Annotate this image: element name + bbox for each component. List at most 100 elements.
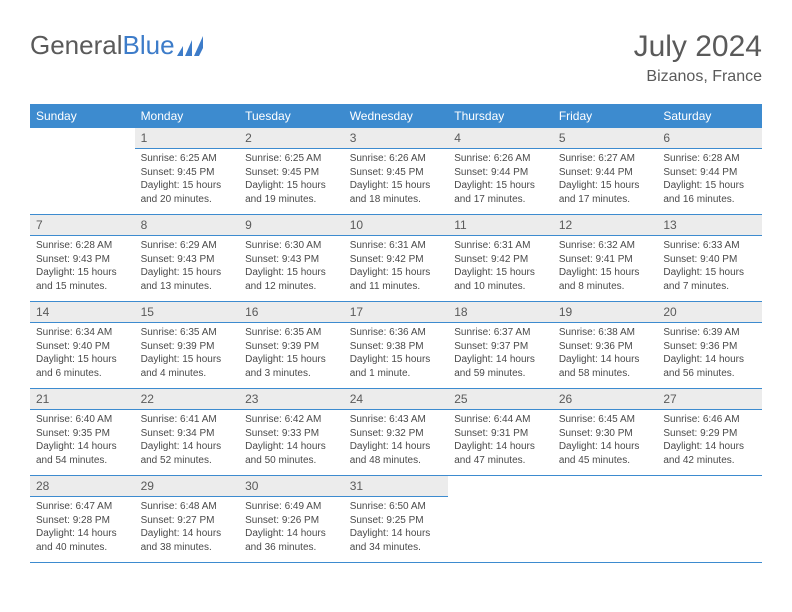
title-block: July 2024 Bizanos, France [634,30,762,86]
calendar-cell: 9Sunrise: 6:30 AMSunset: 9:43 PMDaylight… [239,215,344,302]
day-content: Sunrise: 6:37 AMSunset: 9:37 PMDaylight:… [448,323,553,388]
day-number: 9 [239,215,344,236]
day-content: Sunrise: 6:27 AMSunset: 9:44 PMDaylight:… [553,149,658,214]
day-content: Sunrise: 6:36 AMSunset: 9:38 PMDaylight:… [344,323,449,388]
day-content: Sunrise: 6:26 AMSunset: 9:44 PMDaylight:… [448,149,553,214]
day-header: Thursday [448,104,553,128]
calendar-cell: 29Sunrise: 6:48 AMSunset: 9:27 PMDayligh… [135,476,240,563]
day-content: Sunrise: 6:44 AMSunset: 9:31 PMDaylight:… [448,410,553,475]
day-content: Sunrise: 6:31 AMSunset: 9:42 PMDaylight:… [448,236,553,301]
calendar-cell: 26Sunrise: 6:45 AMSunset: 9:30 PMDayligh… [553,389,658,476]
day-number: 7 [30,215,135,236]
location: Bizanos, France [634,68,762,86]
calendar-cell: 1Sunrise: 6:25 AMSunset: 9:45 PMDaylight… [135,128,240,215]
day-content: Sunrise: 6:34 AMSunset: 9:40 PMDaylight:… [30,323,135,388]
calendar-cell: 11Sunrise: 6:31 AMSunset: 9:42 PMDayligh… [448,215,553,302]
calendar-cell: 28Sunrise: 6:47 AMSunset: 9:28 PMDayligh… [30,476,135,563]
day-content: Sunrise: 6:25 AMSunset: 9:45 PMDaylight:… [239,149,344,214]
calendar-cell: . [448,476,553,563]
day-number: 28 [30,476,135,497]
calendar-row: . 1Sunrise: 6:25 AMSunset: 9:45 PMDaylig… [30,128,762,215]
calendar-cell: 30Sunrise: 6:49 AMSunset: 9:26 PMDayligh… [239,476,344,563]
calendar-cell: 7Sunrise: 6:28 AMSunset: 9:43 PMDaylight… [30,215,135,302]
calendar-row: 7Sunrise: 6:28 AMSunset: 9:43 PMDaylight… [30,215,762,302]
day-number: 13 [657,215,762,236]
day-content: Sunrise: 6:42 AMSunset: 9:33 PMDaylight:… [239,410,344,475]
day-content: Sunrise: 6:39 AMSunset: 9:36 PMDaylight:… [657,323,762,388]
day-content: Sunrise: 6:46 AMSunset: 9:29 PMDaylight:… [657,410,762,475]
day-number: 10 [344,215,449,236]
day-header: Sunday [30,104,135,128]
day-content: Sunrise: 6:32 AMSunset: 9:41 PMDaylight:… [553,236,658,301]
calendar-cell: . [657,476,762,563]
calendar-cell: 4Sunrise: 6:26 AMSunset: 9:44 PMDaylight… [448,128,553,215]
day-content: Sunrise: 6:28 AMSunset: 9:44 PMDaylight:… [657,149,762,214]
calendar-cell: 17Sunrise: 6:36 AMSunset: 9:38 PMDayligh… [344,302,449,389]
calendar-body: . 1Sunrise: 6:25 AMSunset: 9:45 PMDaylig… [30,128,762,563]
day-content: Sunrise: 6:38 AMSunset: 9:36 PMDaylight:… [553,323,658,388]
day-number: 23 [239,389,344,410]
calendar-cell: 8Sunrise: 6:29 AMSunset: 9:43 PMDaylight… [135,215,240,302]
calendar-cell: 31Sunrise: 6:50 AMSunset: 9:25 PMDayligh… [344,476,449,563]
calendar-row: 28Sunrise: 6:47 AMSunset: 9:28 PMDayligh… [30,476,762,563]
day-header: Friday [553,104,658,128]
day-content: Sunrise: 6:29 AMSunset: 9:43 PMDaylight:… [135,236,240,301]
day-content: Sunrise: 6:28 AMSunset: 9:43 PMDaylight:… [30,236,135,301]
day-number: 16 [239,302,344,323]
day-content: Sunrise: 6:40 AMSunset: 9:35 PMDaylight:… [30,410,135,475]
day-number: 12 [553,215,658,236]
day-content: Sunrise: 6:41 AMSunset: 9:34 PMDaylight:… [135,410,240,475]
day-header: Tuesday [239,104,344,128]
day-number: 6 [657,128,762,149]
calendar-row: 14Sunrise: 6:34 AMSunset: 9:40 PMDayligh… [30,302,762,389]
calendar-cell: 27Sunrise: 6:46 AMSunset: 9:29 PMDayligh… [657,389,762,476]
day-number: 20 [657,302,762,323]
calendar-cell: 12Sunrise: 6:32 AMSunset: 9:41 PMDayligh… [553,215,658,302]
month-title: July 2024 [634,30,762,64]
day-content: Sunrise: 6:50 AMSunset: 9:25 PMDaylight:… [344,497,449,562]
day-content: Sunrise: 6:35 AMSunset: 9:39 PMDaylight:… [239,323,344,388]
day-number: 22 [135,389,240,410]
calendar-cell: 2Sunrise: 6:25 AMSunset: 9:45 PMDaylight… [239,128,344,215]
calendar-cell: . [30,128,135,215]
logo-chart-icon [177,36,203,56]
calendar-cell: 18Sunrise: 6:37 AMSunset: 9:37 PMDayligh… [448,302,553,389]
day-content: Sunrise: 6:30 AMSunset: 9:43 PMDaylight:… [239,236,344,301]
day-number: 4 [448,128,553,149]
logo-text-blue: Blue [123,30,175,61]
day-header: Saturday [657,104,762,128]
day-number: 5 [553,128,658,149]
calendar-cell: 15Sunrise: 6:35 AMSunset: 9:39 PMDayligh… [135,302,240,389]
day-number: 29 [135,476,240,497]
day-number: 2 [239,128,344,149]
calendar-cell: . [553,476,658,563]
calendar-table: SundayMondayTuesdayWednesdayThursdayFrid… [30,104,762,563]
day-header: Monday [135,104,240,128]
calendar-cell: 19Sunrise: 6:38 AMSunset: 9:36 PMDayligh… [553,302,658,389]
calendar-cell: 16Sunrise: 6:35 AMSunset: 9:39 PMDayligh… [239,302,344,389]
day-number: 30 [239,476,344,497]
calendar-cell: 24Sunrise: 6:43 AMSunset: 9:32 PMDayligh… [344,389,449,476]
day-number: 24 [344,389,449,410]
calendar-cell: 5Sunrise: 6:27 AMSunset: 9:44 PMDaylight… [553,128,658,215]
day-content: Sunrise: 6:25 AMSunset: 9:45 PMDaylight:… [135,149,240,214]
day-number: 15 [135,302,240,323]
day-number: 3 [344,128,449,149]
calendar-cell: 25Sunrise: 6:44 AMSunset: 9:31 PMDayligh… [448,389,553,476]
day-content: Sunrise: 6:31 AMSunset: 9:42 PMDaylight:… [344,236,449,301]
calendar-cell: 6Sunrise: 6:28 AMSunset: 9:44 PMDaylight… [657,128,762,215]
logo: GeneralBlue [30,30,203,61]
day-content: Sunrise: 6:49 AMSunset: 9:26 PMDaylight:… [239,497,344,562]
day-content: Sunrise: 6:43 AMSunset: 9:32 PMDaylight:… [344,410,449,475]
day-number: 14 [30,302,135,323]
day-number: 11 [448,215,553,236]
day-number: 18 [448,302,553,323]
page: GeneralBlue July 2024 Bizanos, France Su… [0,0,792,563]
calendar-cell: 20Sunrise: 6:39 AMSunset: 9:36 PMDayligh… [657,302,762,389]
day-header: Wednesday [344,104,449,128]
day-number: 21 [30,389,135,410]
header: GeneralBlue July 2024 Bizanos, France [30,30,762,86]
day-number: 8 [135,215,240,236]
calendar-row: 21Sunrise: 6:40 AMSunset: 9:35 PMDayligh… [30,389,762,476]
calendar-cell: 14Sunrise: 6:34 AMSunset: 9:40 PMDayligh… [30,302,135,389]
